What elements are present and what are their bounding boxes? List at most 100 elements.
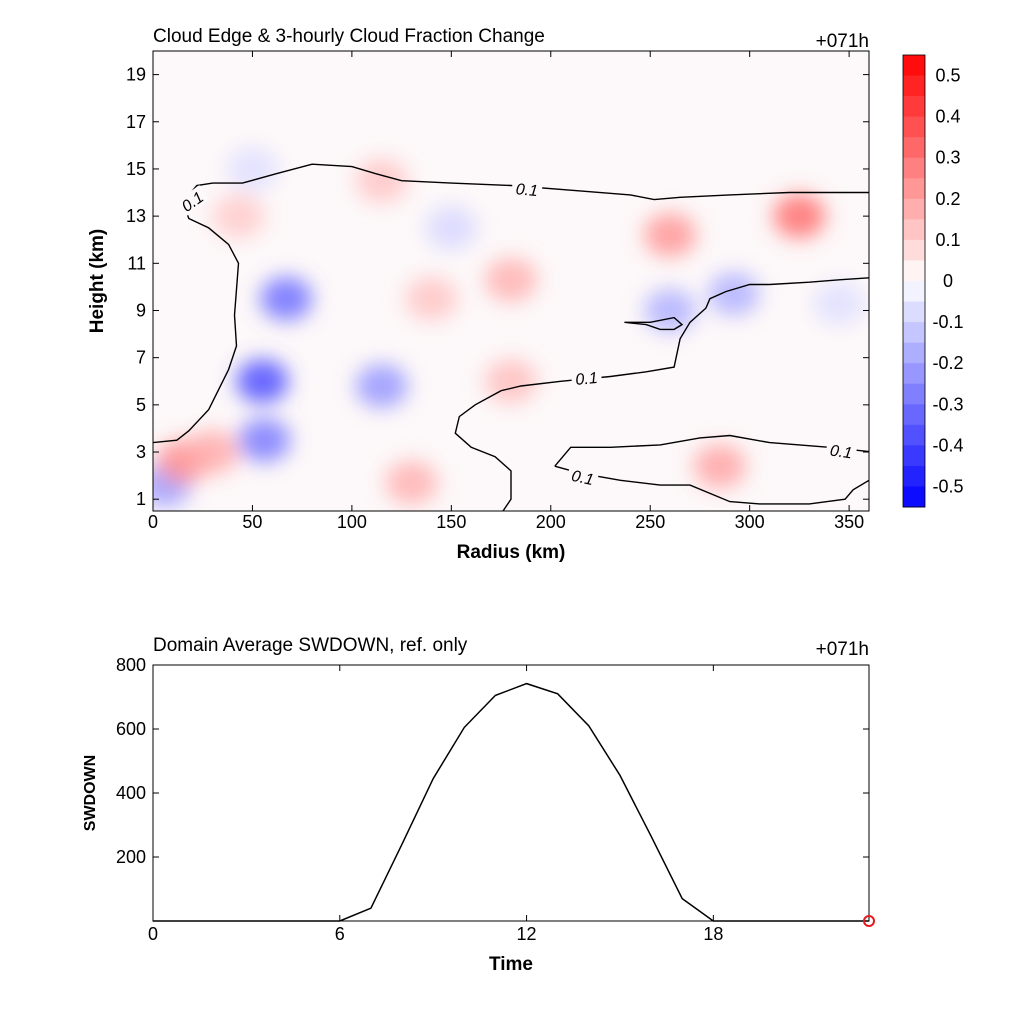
colorbar-bin xyxy=(903,486,925,508)
contour-label: 0.1 xyxy=(829,443,853,463)
contour-line xyxy=(554,434,869,467)
contour-label-bg xyxy=(566,465,600,489)
bottom-chart-title: Domain Average SWDOWN, ref. only xyxy=(153,635,468,656)
bottom-panel: Domain Average SWDOWN, ref. only +071h 0… xyxy=(82,635,875,975)
colorbar-bin xyxy=(903,404,925,426)
contour-line xyxy=(624,316,684,331)
anomaly-blob xyxy=(385,460,438,505)
colorbar-label: -0.5 xyxy=(932,476,963,496)
y-tick-label: 11 xyxy=(127,253,146,273)
colorbar-bin xyxy=(903,281,925,303)
x-tick-label: 0 xyxy=(148,924,158,944)
x-tick-label: 100 xyxy=(337,512,367,532)
bottom-x-axis-label: Time xyxy=(489,954,533,975)
colorbar-bin xyxy=(903,96,925,118)
colorbar-bin xyxy=(903,322,925,344)
top-x-ticks: 0 50 100 150 200 250 300 350 xyxy=(148,51,864,532)
colorbar-label: 0.1 xyxy=(935,230,960,250)
colorbar-label: 0.2 xyxy=(935,189,960,209)
anomaly-blob xyxy=(405,276,458,321)
contour-label-bg xyxy=(570,367,603,389)
anomaly-blob xyxy=(707,271,760,316)
heatmap-frame xyxy=(152,50,870,512)
bottom-y-axis-label: SWDOWN xyxy=(82,755,99,831)
anomaly-blob xyxy=(693,444,746,489)
x-tick-label: 18 xyxy=(703,924,723,944)
colorbar-bin xyxy=(903,260,925,282)
x-tick-label: 150 xyxy=(436,512,466,532)
colorbar-label: -0.4 xyxy=(932,435,963,455)
colorbar-bin xyxy=(903,75,925,97)
anomaly-blob xyxy=(226,146,279,191)
colorbar-bin xyxy=(903,178,925,200)
contour-label-bg xyxy=(174,185,210,218)
anomaly-blob xyxy=(355,363,408,408)
colorbar-labels: 0.5 0.4 0.3 0.2 0.1 0 -0.1 -0.2 -0.3 -0.4 -0.5 xyxy=(932,66,963,497)
anomaly-blob xyxy=(212,194,265,239)
y-tick-label: 800 xyxy=(116,655,146,675)
y-tick-label: 9 xyxy=(136,300,146,320)
contour-label: 0.1 xyxy=(570,468,595,489)
colorbar-label: 0.3 xyxy=(935,148,960,168)
contour-lines xyxy=(153,163,869,511)
y-tick-label: 600 xyxy=(116,719,146,739)
y-tick-label: 200 xyxy=(116,847,146,867)
contour-label-bg xyxy=(825,440,858,463)
x-tick-label: 350 xyxy=(834,512,864,532)
swdown-series-line xyxy=(153,682,869,922)
contour-label: 0.1 xyxy=(575,370,599,389)
colorbar-label: -0.3 xyxy=(932,394,963,414)
y-tick-label: 3 xyxy=(136,442,146,462)
y-tick-label: 5 xyxy=(136,395,146,415)
colorbar-bin xyxy=(903,157,925,179)
colorbar-bin xyxy=(903,424,925,446)
bottom-y-ticks: 200 400 600 800 xyxy=(116,655,869,867)
colorbar-label: -0.2 xyxy=(932,353,963,373)
y-tick-label: 19 xyxy=(126,65,146,85)
colorbar-bin xyxy=(903,198,925,220)
heatmap-area xyxy=(153,51,869,511)
y-tick-label: 17 xyxy=(126,112,146,132)
current-time-marker xyxy=(863,915,875,927)
x-tick-label: 300 xyxy=(735,512,765,532)
colorbar-label: -0.1 xyxy=(932,312,963,332)
anomaly-blob xyxy=(485,359,537,404)
x-tick-label: 250 xyxy=(635,512,665,532)
contour-label-bg xyxy=(511,178,543,200)
colorbar-frame xyxy=(902,54,926,508)
colorbar-label: 0.5 xyxy=(935,66,960,86)
bottom-x-ticks: 0 6 12 18 xyxy=(148,665,723,944)
colorbar xyxy=(902,54,926,508)
colorbar-bin xyxy=(903,363,925,385)
colorbar-bin xyxy=(903,301,925,323)
colorbar-bin xyxy=(903,137,925,159)
top-x-axis-label: Radius (km) xyxy=(457,542,566,563)
y-tick-label: 15 xyxy=(126,159,146,179)
anomaly-blob xyxy=(425,205,478,250)
anomaly-blob xyxy=(485,257,537,302)
colorbar-bin xyxy=(903,239,925,261)
colorbar-bin xyxy=(903,116,925,138)
top-y-axis-label: Height (km) xyxy=(87,229,108,334)
contour-label: 0.1 xyxy=(515,181,539,200)
top-time-label: +071h xyxy=(816,31,869,52)
contour-line xyxy=(554,465,869,505)
colorbar-bin xyxy=(903,219,925,241)
anomaly-blob xyxy=(236,359,289,404)
bottom-time-label: +071h xyxy=(816,639,869,660)
anomaly-blob xyxy=(238,418,291,463)
y-tick-label: 400 xyxy=(116,783,146,803)
colorbar-bin xyxy=(903,55,925,77)
colorbar-label: 0 xyxy=(943,271,953,291)
contour-line xyxy=(153,163,869,444)
colorbar-bin xyxy=(903,445,925,467)
line-plot-frame xyxy=(152,664,870,922)
y-tick-label: 13 xyxy=(126,206,146,226)
contour-line xyxy=(454,277,869,511)
anomaly-blob xyxy=(644,213,697,257)
x-tick-label: 50 xyxy=(242,512,262,532)
top-chart-title: Cloud Edge & 3-hourly Cloud Fraction Cha… xyxy=(153,26,545,47)
anomaly-blob xyxy=(355,158,408,203)
